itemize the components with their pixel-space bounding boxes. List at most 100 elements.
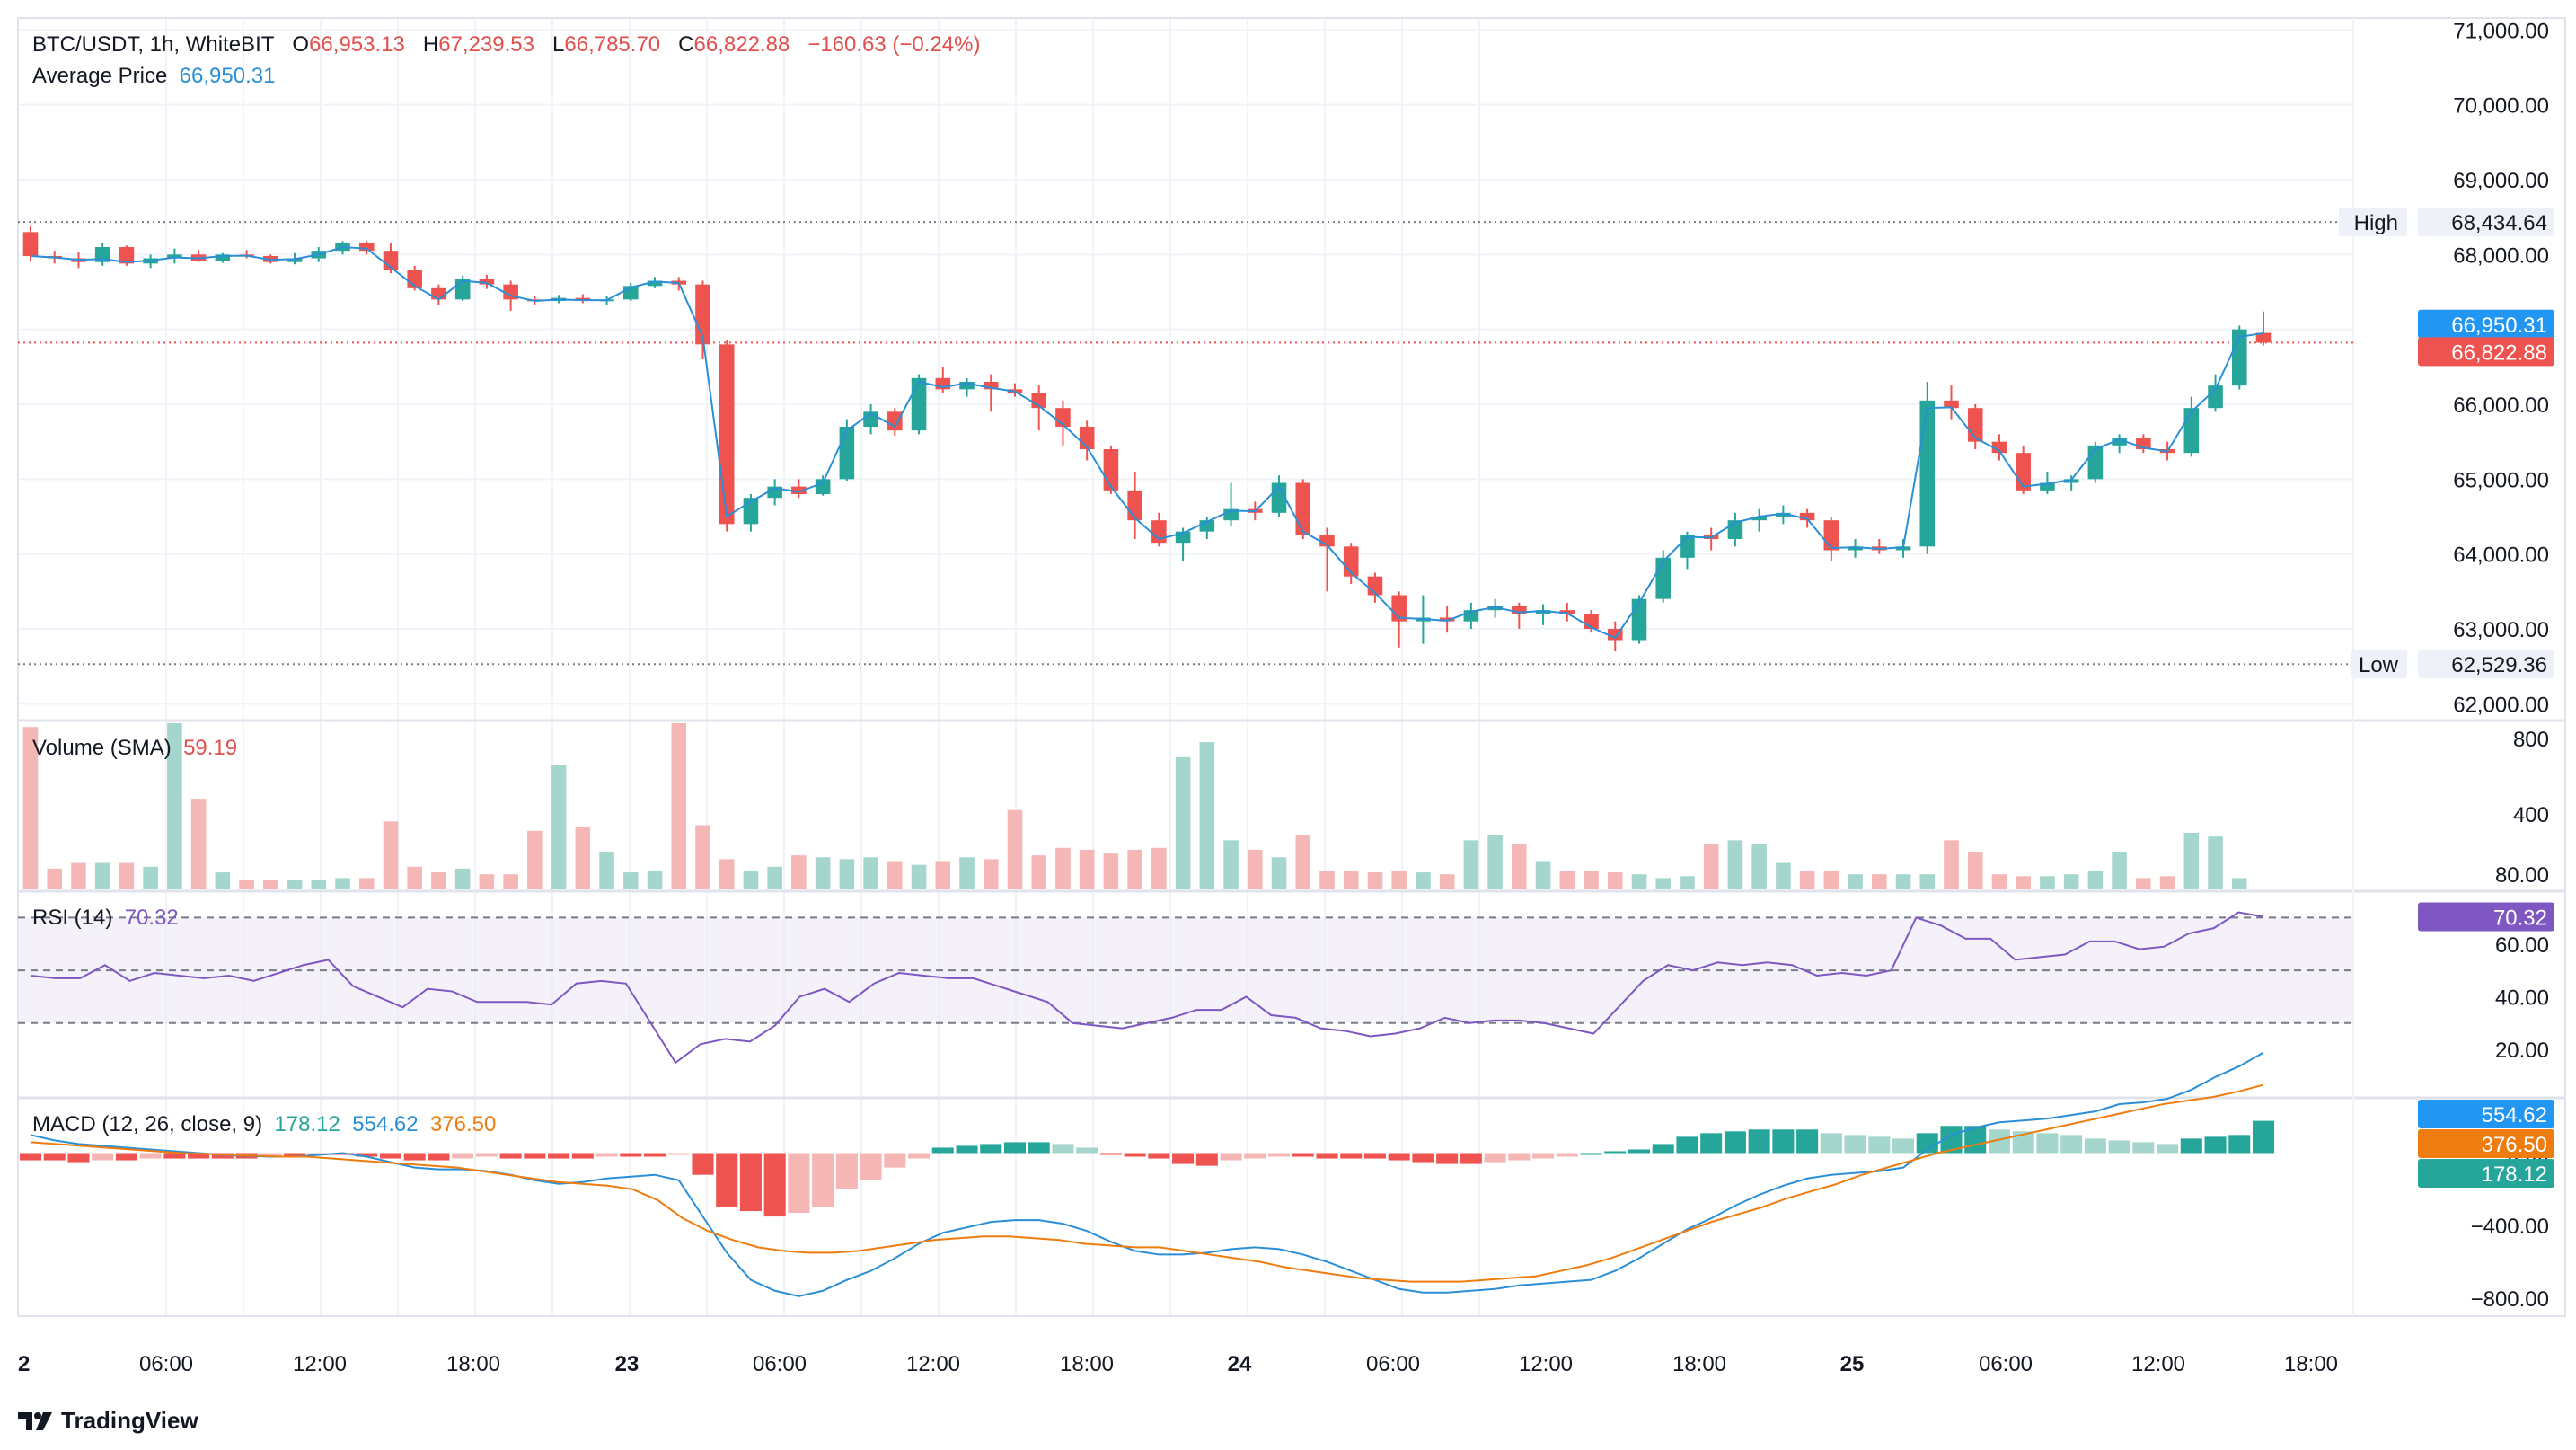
- candle-body: [1127, 490, 1142, 521]
- high-value-badge: 68,434.64: [2451, 211, 2547, 235]
- volume-bar: [407, 866, 422, 889]
- candle-body: [22, 232, 39, 256]
- macd-histogram-bar: [524, 1153, 546, 1159]
- volume-bar: [863, 857, 878, 889]
- macd-histogram-bar: [1028, 1142, 1050, 1154]
- volume-bar: [1055, 847, 1071, 889]
- macd-label: MACD (12, 26, close, 9): [32, 1112, 263, 1136]
- tradingview-logo[interactable]: TradingView: [18, 1407, 198, 1435]
- macd-histogram-bar: [403, 1153, 426, 1161]
- main-legend: BTC/USDT, 1h, WhiteBIT O66,953.13 H67,23…: [32, 31, 980, 58]
- volume-bar: [839, 859, 855, 889]
- macd-signal-value: 376.50: [429, 1112, 497, 1136]
- candle-body: [1439, 617, 1455, 622]
- macd-histogram-bar: [2132, 1142, 2155, 1154]
- macd-histogram-bar: [763, 1153, 786, 1217]
- symbol-label[interactable]: BTC/USDT, 1h, WhiteBIT: [32, 32, 275, 57]
- macd-histogram-bar: [1436, 1153, 1459, 1164]
- time-tick: 18:00: [1672, 1352, 1726, 1376]
- candle-body: [1559, 610, 1575, 614]
- macd-histogram-bar: [1868, 1136, 1891, 1154]
- macd-histogram-bar: [1292, 1153, 1314, 1157]
- candle-body: [1823, 520, 1839, 551]
- candle-body: [1991, 441, 2007, 454]
- time-tick: 2: [18, 1352, 30, 1376]
- macd-histogram-bar: [595, 1153, 618, 1157]
- macd-histogram-bar: [452, 1153, 474, 1159]
- macd-histogram-bar: [2157, 1144, 2179, 1154]
- high-tag: High: [2354, 211, 2398, 235]
- low-tag: Low: [2359, 653, 2399, 677]
- volume-bar: [575, 827, 591, 889]
- price-tick: 63,000.00: [2453, 618, 2549, 642]
- volume-bar: [887, 861, 903, 889]
- macd-line-badge: 554.62: [2482, 1103, 2547, 1127]
- macd-histogram-bar: [2204, 1136, 2227, 1154]
- macd-histogram-bar: [115, 1153, 137, 1161]
- volume-bar: [263, 880, 278, 889]
- volume-bar: [1872, 874, 1887, 889]
- price-tick: 68,000.00: [2453, 243, 2549, 268]
- high-tag-bg: [2339, 208, 2407, 237]
- macd-histogram-bar: [1892, 1138, 1915, 1154]
- volume-bar: [1103, 853, 1119, 889]
- volume-bar: [215, 872, 231, 889]
- volume-bar: [2231, 878, 2247, 889]
- macd-histogram-bar: [620, 1153, 642, 1157]
- macd-histogram-bar: [2036, 1133, 2059, 1154]
- macd-histogram-bar: [548, 1153, 570, 1159]
- volume-tick: 800: [2513, 728, 2549, 752]
- avg-price-badge: 66,950.31: [2451, 314, 2547, 338]
- volume-bar: [190, 799, 207, 889]
- volume-label: Volume (SMA): [32, 736, 172, 760]
- close-label: C: [678, 32, 694, 57]
- candle-body: [983, 382, 999, 390]
- time-tick: 18:00: [1060, 1352, 1114, 1376]
- volume-bar: [1559, 870, 1575, 889]
- candle-body: [119, 247, 135, 264]
- macd-histogram-bar: [188, 1153, 210, 1159]
- volume-bar: [1343, 870, 1359, 889]
- volume-bar: [647, 870, 663, 889]
- macd-histogram-bar: [2180, 1138, 2202, 1154]
- macd-histogram-bar: [211, 1153, 234, 1159]
- time-tick: 12:00: [2131, 1352, 2185, 1376]
- rsi-legend[interactable]: RSI (14) 70.32: [32, 905, 179, 932]
- volume-bar: [287, 880, 303, 889]
- price-tick: 66,000.00: [2453, 393, 2549, 418]
- volume-bar: [815, 857, 831, 889]
- macd-histogram-bar: [1484, 1153, 1506, 1163]
- volume-bar: [2040, 876, 2055, 889]
- macd-histogram-bar: [1316, 1153, 1338, 1159]
- macd-histogram-bar: [2108, 1140, 2130, 1154]
- volume-bar: [2183, 832, 2200, 889]
- macd-histogram-bar: [1195, 1153, 1218, 1166]
- time-tick: 24: [1228, 1352, 1252, 1376]
- volume-bar: [1248, 849, 1263, 889]
- volume-series: [22, 723, 2247, 889]
- candle-body: [1895, 546, 1911, 551]
- macd-legend[interactable]: MACD (12, 26, close, 9) 178.12 554.62 37…: [32, 1111, 496, 1138]
- macd-histogram-bar: [499, 1153, 522, 1159]
- macd-histogram-bar: [356, 1153, 378, 1157]
- volume-legend[interactable]: Volume (SMA) 59.19: [32, 735, 237, 762]
- axis-labels: 71,000.00 70,000.00 69,000.00 68,000.00 66,0…: [18, 19, 2554, 1376]
- volume-bar: [1487, 835, 1503, 889]
- candle-body: [1512, 606, 1527, 614]
- macd-histogram-bar: [1628, 1149, 1651, 1154]
- candle-body: [2016, 453, 2031, 491]
- volume-bar: [1848, 874, 1863, 889]
- volume-bar: [1319, 870, 1335, 889]
- volume-bar: [71, 862, 86, 889]
- candle-body: [1944, 400, 1959, 409]
- tradingview-logo-icon: [18, 1411, 52, 1430]
- macd-histogram-bar: [667, 1153, 690, 1155]
- avg-legend[interactable]: Average Price 66,950.31: [32, 63, 275, 90]
- candle-body: [167, 254, 182, 259]
- price-tick: 64,000.00: [2453, 544, 2549, 568]
- last-price-badge: 66,822.88: [2451, 340, 2547, 365]
- volume-bar: [1631, 874, 1647, 889]
- avg-price-line: [30, 245, 2264, 640]
- rsi-tick: 20.00: [2495, 1039, 2549, 1063]
